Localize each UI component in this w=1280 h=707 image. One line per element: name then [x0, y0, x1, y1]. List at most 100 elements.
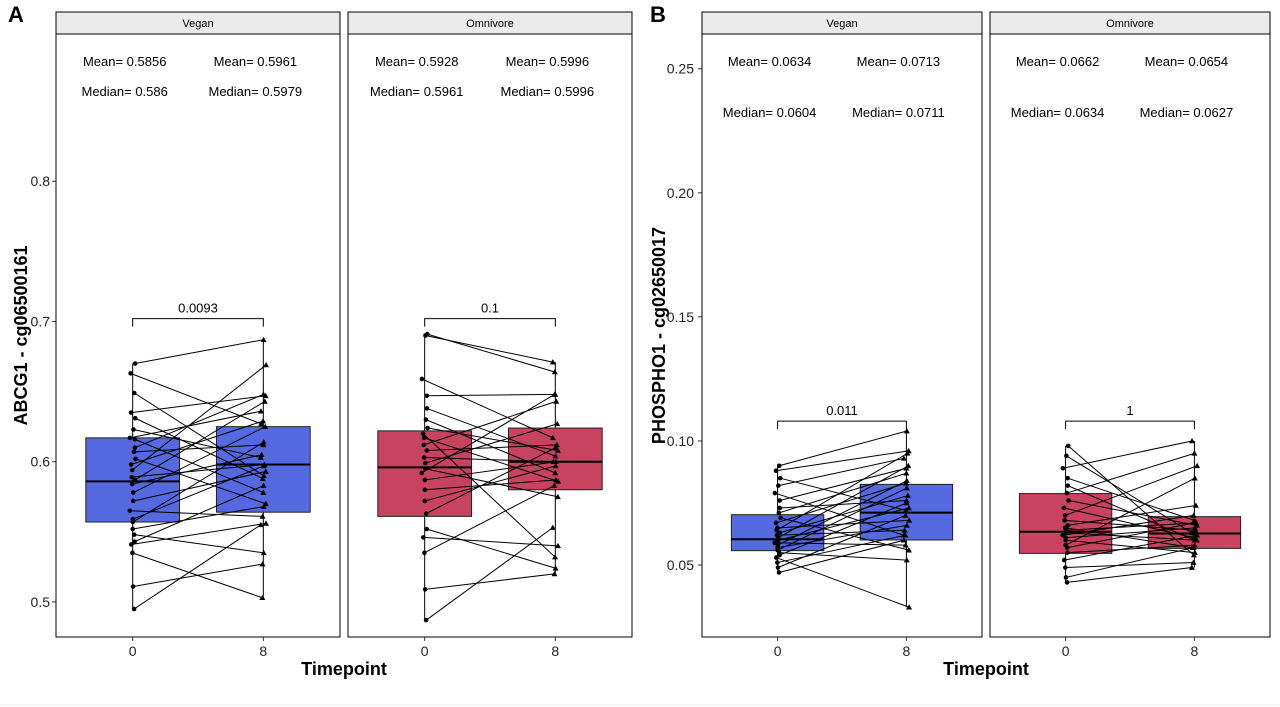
- data-point-baseline: [1060, 465, 1066, 471]
- paired-line: [1066, 522, 1197, 531]
- paired-line: [424, 485, 555, 554]
- data-point-week8: [902, 542, 909, 548]
- data-point-baseline: [777, 498, 783, 503]
- facet-vegan: Vegan Mean= 0.5856 Median= 0.586 Mean= 0.59…: [55, 11, 341, 659]
- paired-line: [421, 378, 554, 439]
- paired-line: [133, 426, 266, 494]
- x-tick-label: 8: [1191, 643, 1199, 659]
- mean-label: Mean= 0.0713: [857, 54, 940, 69]
- mean-label: Mean= 0.5856: [83, 54, 166, 69]
- x-axis-title: Timepoint: [301, 659, 387, 679]
- paired-line: [424, 465, 556, 502]
- data-point-week8: [901, 527, 908, 533]
- data-point-week8: [900, 455, 907, 461]
- data-point-week8: [1192, 502, 1199, 508]
- x-tick-label: 0: [774, 643, 782, 659]
- data-point-week8: [554, 447, 561, 453]
- data-point-baseline: [777, 475, 783, 481]
- paired-line: [779, 430, 907, 467]
- data-point-baseline: [130, 498, 136, 504]
- data-point-baseline: [777, 530, 782, 536]
- data-point-baseline: [777, 505, 783, 511]
- y-axis-title: ABCG1 - cg06500161: [11, 245, 31, 425]
- data-point-week8: [262, 392, 269, 399]
- paired-line: [135, 458, 267, 505]
- paired-line: [422, 433, 556, 558]
- paired-line: [423, 400, 557, 446]
- data-point-week8: [1191, 517, 1198, 523]
- data-point-week8: [1192, 527, 1199, 533]
- data-point-baseline: [128, 462, 134, 467]
- data-point-baseline: [421, 435, 427, 441]
- paired-line: [777, 534, 906, 564]
- data-point-week8: [260, 503, 267, 509]
- data-point-baseline: [772, 540, 778, 546]
- median-label: Median= 0.0604: [723, 105, 817, 120]
- data-point-baseline: [1062, 513, 1068, 518]
- data-point-baseline: [129, 467, 135, 473]
- paired-line: [131, 464, 265, 478]
- data-point-week8: [262, 500, 269, 507]
- data-point-week8: [259, 475, 266, 481]
- data-point-week8: [1189, 544, 1196, 550]
- data-point-baseline: [420, 431, 426, 436]
- paired-line: [132, 441, 265, 523]
- data-point-baseline: [130, 550, 135, 556]
- data-point-week8: [259, 561, 266, 567]
- median-label: Median= 0.5979: [209, 84, 303, 99]
- data-point-baseline: [778, 515, 783, 521]
- data-point-week8: [260, 439, 267, 445]
- paired-line: [777, 514, 906, 568]
- data-point-week8: [1191, 475, 1198, 481]
- paired-line: [134, 438, 264, 494]
- paired-line: [427, 333, 555, 373]
- data-point-baseline: [1062, 518, 1067, 523]
- paired-line: [778, 457, 905, 487]
- paired-line: [774, 542, 906, 546]
- data-point-baseline: [422, 477, 428, 483]
- data-point-baseline: [424, 406, 430, 411]
- data-point-week8: [551, 482, 558, 488]
- data-point-week8: [903, 497, 910, 503]
- data-point-week8: [259, 513, 266, 519]
- data-point-baseline: [421, 535, 426, 540]
- data-point-week8: [1189, 437, 1196, 444]
- y-tick-label: 0.10: [667, 433, 694, 449]
- data-point-week8: [1190, 552, 1197, 558]
- data-point-week8: [549, 359, 556, 365]
- paired-line: [134, 392, 265, 477]
- median-label: Median= 0.586: [81, 84, 167, 99]
- data-point-baseline: [132, 415, 138, 421]
- data-point-baseline: [423, 617, 429, 623]
- data-point-week8: [903, 465, 910, 471]
- panel-letter: B: [650, 2, 666, 27]
- paired-line: [1067, 522, 1195, 549]
- data-point-week8: [903, 480, 910, 486]
- facet-strip-label: Omnivore: [466, 18, 514, 30]
- data-point-week8: [260, 336, 267, 343]
- mean-label: Mean= 0.0662: [1016, 54, 1099, 69]
- paired-line: [421, 393, 555, 474]
- mean-label: Mean= 0.0654: [1145, 54, 1228, 69]
- paired-line: [130, 372, 262, 425]
- data-point-week8: [551, 368, 558, 375]
- data-point-baseline: [1064, 580, 1070, 585]
- facet-strip-label: Vegan: [182, 18, 213, 30]
- data-point-baseline: [131, 449, 137, 455]
- paired-line: [424, 461, 556, 481]
- paired-line: [427, 427, 558, 451]
- paired-line: [780, 477, 906, 511]
- paired-line: [779, 467, 907, 502]
- panel-letter: A: [8, 2, 24, 27]
- median-label: Median= 0.0627: [1140, 105, 1234, 120]
- data-point-baseline: [132, 477, 138, 483]
- data-point-week8: [905, 447, 912, 454]
- data-point-baseline: [773, 520, 779, 526]
- data-point-week8: [1194, 462, 1201, 469]
- x-axis-title: Timepoint: [943, 659, 1029, 679]
- data-point-week8: [260, 489, 267, 495]
- x-tick-label: 0: [1062, 643, 1070, 659]
- data-point-week8: [1188, 564, 1195, 570]
- data-point-week8: [263, 361, 270, 368]
